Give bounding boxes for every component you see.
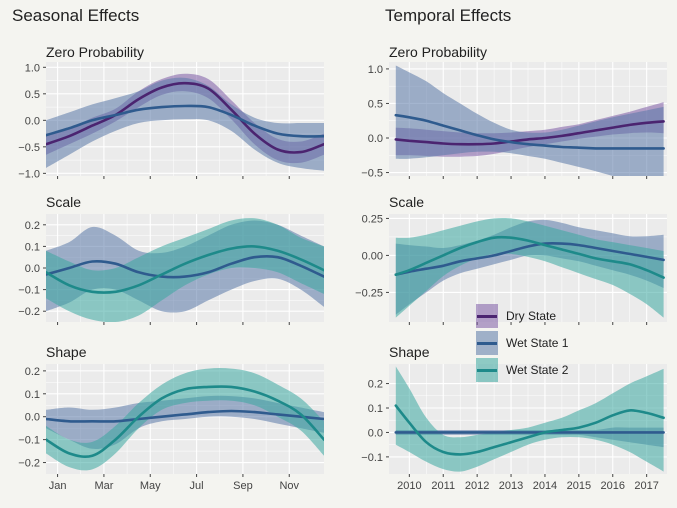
x-tick-label: 2010 [397, 480, 421, 492]
x-tick-label: Jan [49, 480, 67, 492]
y-tick-label: 1.0 [368, 64, 383, 76]
x-tick-label: 2017 [634, 480, 658, 492]
panel-title: Shape [46, 344, 87, 360]
legend-key-dry-state [476, 303, 498, 328]
line-wet-state-2 [394, 404, 665, 456]
panel-title: Zero Probability [389, 44, 487, 60]
x-tick-label: 2014 [533, 480, 557, 492]
y-tick-label: 0.2 [25, 220, 40, 232]
seasonal-effects-title: Seasonal Effects [12, 6, 140, 25]
panel-seasonal-zero: Zero Probability −1.0 −0.5 0.0 0.5 1.0 [18, 44, 324, 180]
y-tick-label: 0.0 [368, 427, 383, 439]
line-wet-state-1 [394, 113, 665, 150]
panel-title: Shape [389, 344, 430, 360]
panel-title: Scale [46, 194, 81, 210]
legend-item-wet-state-1: Wet State 1 [476, 329, 568, 356]
line-wet-state-2 [46, 245, 324, 294]
y-tick-label: −1.0 [18, 168, 40, 180]
x-tick-label: May [140, 480, 161, 492]
line-dry-state [46, 81, 324, 154]
y-tick-label: 0.25 [362, 213, 383, 225]
y-tick-label: −0.5 [361, 168, 383, 180]
y-tick-label: 0.2 [25, 366, 40, 378]
ribbon-wet-state-1 [46, 77, 324, 171]
y-tick-label: −0.25 [355, 287, 383, 299]
panel-title: Zero Probability [46, 44, 144, 60]
ribbon-wet-state-2 [395, 218, 664, 318]
panel-temporal-shape: Shape −0.1 0.0 0.1 0.2 2010 2011 2012 2013 2014 20… [361, 344, 667, 492]
x-tick-label: Nov [279, 480, 299, 492]
y-tick-label: 0.1 [25, 389, 40, 401]
x-tick-label: 2013 [499, 480, 523, 492]
legend-label: Wet State 1 [506, 335, 569, 350]
x-tick-label: 2012 [465, 480, 489, 492]
plot-area [46, 218, 324, 322]
x-tick-label: 2016 [601, 480, 625, 492]
y-tick-label: 0.0 [25, 412, 40, 424]
line-wet-state-1 [394, 242, 665, 276]
x-tick-label: Sep [233, 480, 253, 492]
legend-item-dry-state: Dry State [476, 302, 568, 329]
y-tick-label: −0.2 [18, 458, 40, 470]
legend-label: Dry State [506, 308, 557, 323]
plot-area [394, 366, 665, 472]
line-wet-state-2 [46, 385, 324, 458]
y-tick-label: 0.0 [25, 263, 40, 275]
legend-item-wet-state-2: Wet State 2 [476, 356, 568, 383]
y-tick-label: −0.5 [18, 142, 40, 154]
y-tick-label: 0.00 [362, 250, 383, 262]
panel-temporal-zero: Zero Probability −0.5 0.0 0.5 1.0 [361, 44, 667, 180]
temporal-effects-title: Temporal Effects [385, 6, 512, 25]
line-wet-state-1 [46, 409, 324, 423]
y-tick-label: 0.1 [25, 241, 40, 253]
y-tick-label: 1.0 [25, 62, 40, 74]
line-wet-state-1 [46, 254, 324, 279]
legend: Dry State Wet State 1 Wet State 2 [476, 302, 568, 383]
line-dry-state [394, 120, 665, 146]
y-tick-label: −0.1 [18, 435, 40, 447]
ribbon-wet-state-2 [46, 218, 324, 322]
panel-temporal-scale: Scale −0.25 0.00 0.25 [355, 194, 667, 325]
y-tick-label: 0.0 [25, 115, 40, 127]
legend-key-wet-state-1 [476, 330, 498, 355]
panel-seasonal-scale: Scale −0.2 −0.1 0.0 0.1 0.2 [18, 194, 324, 325]
y-tick-label: 0.1 [368, 403, 383, 415]
ribbon-wet-state-2 [395, 366, 664, 472]
legend-key-wet-state-2 [476, 357, 498, 382]
y-tick-label: −0.1 [361, 452, 383, 464]
y-tick-label: −0.2 [18, 306, 40, 318]
line-wet-state-1 [46, 104, 324, 138]
line-wet-state-2 [394, 235, 665, 279]
ribbon-wet-state-2 [46, 368, 324, 471]
plot-area [46, 368, 324, 471]
panel-title: Scale [389, 194, 424, 210]
legend-label: Wet State 2 [506, 362, 569, 377]
x-tick-label: Jul [190, 480, 204, 492]
x-tick-label: 2011 [431, 480, 455, 492]
plot-area [394, 218, 665, 318]
plot-area [394, 65, 665, 176]
y-tick-label: 0.2 [368, 379, 383, 391]
y-tick-label: −0.1 [18, 285, 40, 297]
y-tick-label: 0.5 [25, 89, 40, 101]
y-tick-label: 0.0 [368, 133, 383, 145]
x-tick-label: 2015 [567, 480, 591, 492]
x-tick-label: Mar [94, 480, 113, 492]
plot-area [46, 73, 324, 171]
y-tick-label: 0.5 [368, 98, 383, 110]
panel-seasonal-shape: Shape −0.2 −0.1 0.0 0.1 0.2 Jan Mar May Jul Sep Nov [18, 344, 324, 492]
